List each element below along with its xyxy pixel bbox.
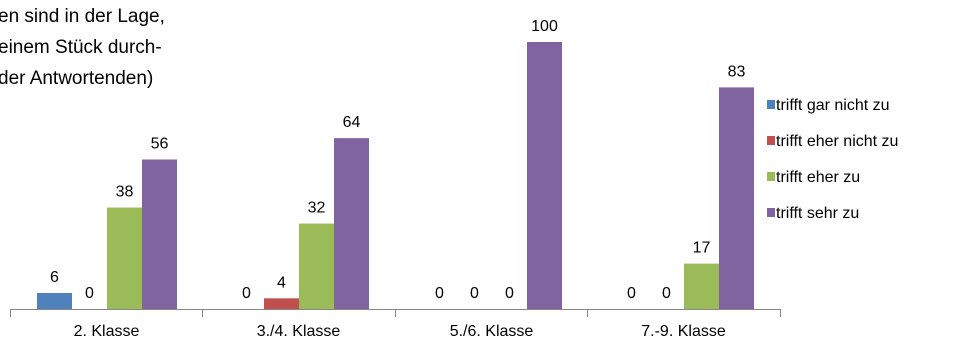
- data-label: 0: [435, 285, 444, 302]
- chart-title: en sind in der Lage, einem Stück durch- …: [0, 6, 165, 89]
- data-label: 64: [343, 114, 361, 131]
- bar-7.-9. Klasse-trifft eher zu: [684, 263, 719, 309]
- data-label: 0: [505, 285, 514, 302]
- category-label: 7.-9. Klasse: [641, 323, 726, 340]
- bar-2. Klasse-trifft sehr zu: [142, 159, 177, 309]
- data-label: 0: [470, 285, 479, 302]
- legend-swatch: [767, 172, 775, 181]
- data-label: 6: [50, 269, 59, 286]
- data-label: 83: [728, 63, 746, 80]
- data-label: 0: [242, 285, 251, 302]
- plot-area: 6 0 38 56 2. Klasse 0 4 32 64 3./4. Klasse 0 0 0 100 5…: [10, 18, 781, 340]
- legend: trifft gar nicht zu trifft eher nicht zu t…: [767, 97, 898, 222]
- bar-3./4. Klasse-trifft sehr zu: [334, 138, 369, 309]
- title-line-3: der Antwortenden): [0, 68, 153, 89]
- bar-2. Klasse-trifft eher zu: [107, 207, 142, 309]
- data-label: 100: [531, 18, 558, 35]
- data-label: 56: [151, 135, 169, 152]
- legend-label: trifft eher nicht zu: [776, 133, 898, 150]
- data-label: 32: [308, 200, 326, 217]
- bar-3./4. Klasse-trifft eher zu: [299, 223, 334, 309]
- legend-label: trifft gar nicht zu: [776, 97, 890, 114]
- data-label: 0: [662, 285, 671, 302]
- category-label: 2. Klasse: [74, 323, 140, 340]
- category-label: 5./6. Klasse: [450, 323, 534, 340]
- data-label: 4: [277, 274, 286, 291]
- legend-swatch: [767, 136, 775, 145]
- legend-label: trifft eher zu: [776, 169, 860, 186]
- legend-label: trifft sehr zu: [776, 205, 859, 222]
- title-line-1: en sind in der Lage,: [0, 6, 165, 27]
- bar-2. Klasse-trifft gar nicht zu: [37, 292, 72, 309]
- title-line-2: einem Stück durch-: [0, 37, 162, 58]
- category-label: 3./4. Klasse: [257, 323, 341, 340]
- data-label: 38: [116, 184, 134, 201]
- legend-swatch: [767, 100, 775, 109]
- bar-3./4. Klasse-trifft eher nicht zu: [264, 298, 299, 309]
- data-label: 0: [85, 285, 94, 302]
- bar-5./6. Klasse-trifft sehr zu: [527, 42, 562, 309]
- data-label: 17: [693, 240, 711, 257]
- data-label: 0: [627, 285, 636, 302]
- legend-swatch: [767, 208, 775, 217]
- bar-7.-9. Klasse-trifft sehr zu: [719, 87, 754, 309]
